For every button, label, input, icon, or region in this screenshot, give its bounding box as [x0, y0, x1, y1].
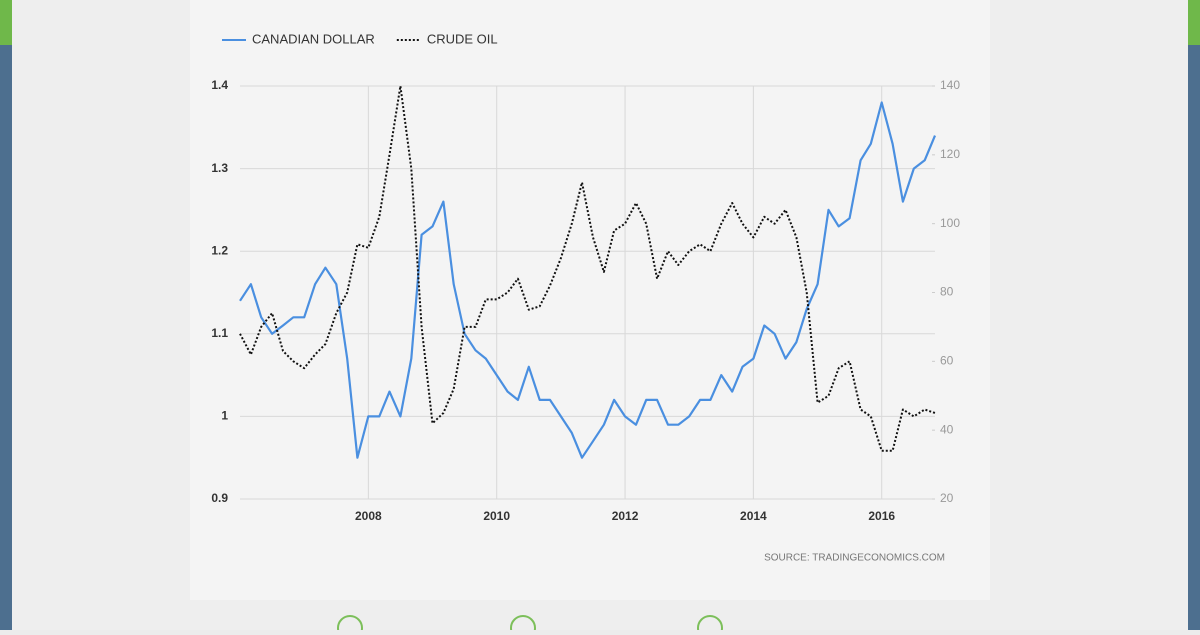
- legend: CANADIAN DOLLAR CRUDE OIL: [222, 31, 498, 46]
- y2-tick-label: 140: [940, 78, 960, 92]
- y2-tick-label: 20: [940, 491, 954, 505]
- y-tick-label: 1.2: [211, 243, 228, 257]
- y-tick-label: 1.1: [211, 326, 228, 340]
- legend-label: CRUDE OIL: [427, 31, 498, 46]
- y2-tick-label: 120: [940, 147, 960, 161]
- right-edge: [1188, 40, 1200, 630]
- x-tick-label: 2012: [612, 509, 639, 523]
- x-tick-label: 2014: [740, 509, 767, 523]
- footer-icon: [697, 615, 723, 635]
- y-tick-label: 0.9: [211, 491, 228, 505]
- series-line: [239, 101, 937, 459]
- left-edge-top: [0, 0, 12, 45]
- y2-tick-label: 100: [940, 216, 960, 230]
- y-tick-label: 1.3: [211, 161, 228, 175]
- x-tick-label: 2010: [483, 509, 510, 523]
- y2-tick-label: 60: [940, 354, 954, 368]
- y2-tick-label: 40: [940, 422, 954, 436]
- x-tick-label: 2016: [868, 509, 895, 523]
- footer-icon: [510, 615, 536, 635]
- source: SOURCE: TRADINGECONOMICS.COM: [764, 553, 945, 564]
- chart-panel: [190, 0, 990, 600]
- x-tick-label: 2008: [355, 509, 382, 523]
- left-edge: [0, 40, 12, 630]
- legend-label: CANADIAN DOLLAR: [252, 31, 375, 46]
- y-tick-label: 1.4: [211, 78, 228, 92]
- right-edge-top: [1188, 0, 1200, 45]
- footer: [337, 615, 723, 635]
- y-tick-label: 1: [221, 409, 228, 423]
- y2-tick-label: 80: [940, 285, 954, 299]
- series-line: [239, 85, 936, 452]
- footer-icon: [337, 615, 363, 635]
